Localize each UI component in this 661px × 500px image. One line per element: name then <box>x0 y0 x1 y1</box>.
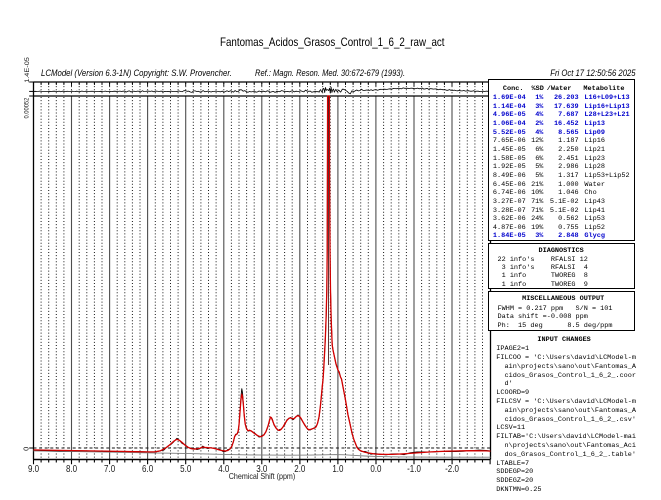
svg-text:1.4E-05: 1.4E-05 <box>24 57 31 83</box>
svg-text:0.00052: 0.00052 <box>23 97 31 118</box>
svg-text:Chemical Shift (ppm): Chemical Shift (ppm) <box>229 472 296 482</box>
svg-text:7.0: 7.0 <box>104 463 115 474</box>
svg-text:1.0: 1.0 <box>332 463 343 474</box>
svg-text:0.0: 0.0 <box>370 463 381 474</box>
svg-text:0: 0 <box>22 447 31 451</box>
svg-text:5.0: 5.0 <box>180 463 191 474</box>
svg-text:-1.0: -1.0 <box>407 463 421 474</box>
svg-text:2.0: 2.0 <box>294 463 305 474</box>
svg-text:6.0: 6.0 <box>142 463 153 474</box>
svg-text:9.0: 9.0 <box>28 463 39 474</box>
svg-text:3.0: 3.0 <box>256 463 267 474</box>
svg-text:8.0: 8.0 <box>66 463 77 474</box>
svg-text:4.0: 4.0 <box>218 463 229 474</box>
svg-text:-2.0: -2.0 <box>445 463 459 474</box>
